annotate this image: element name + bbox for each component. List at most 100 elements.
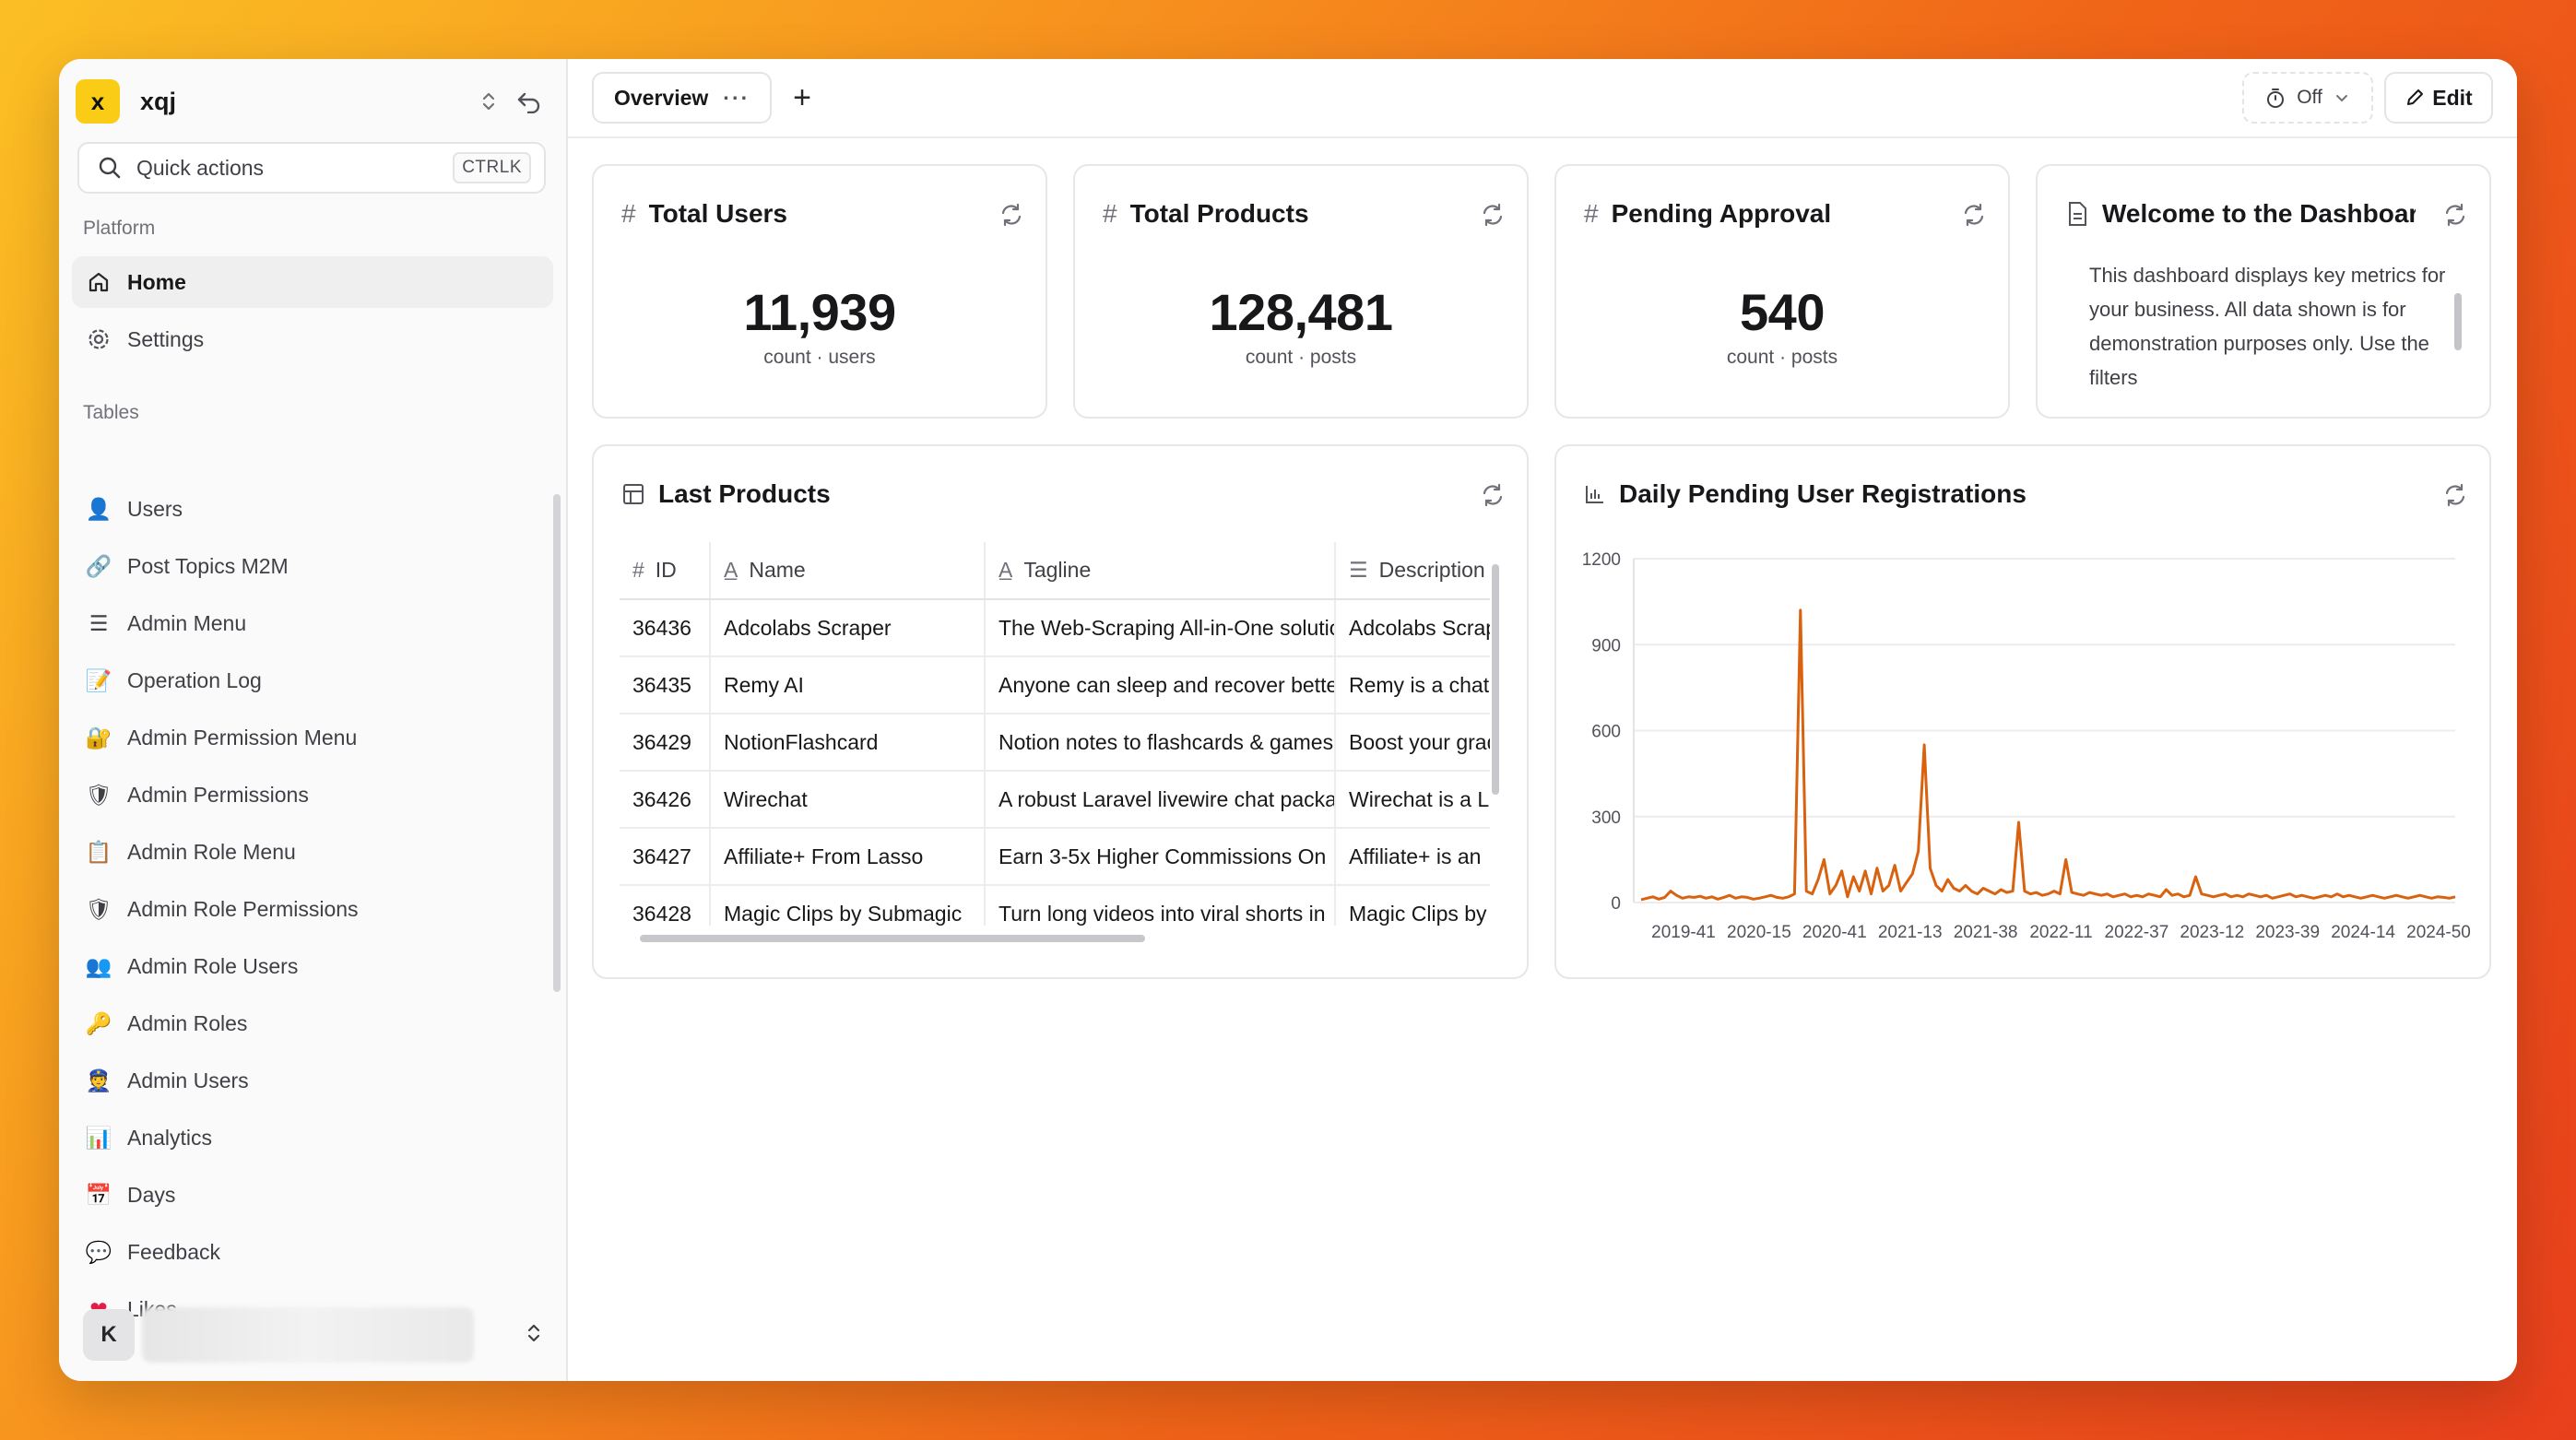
sidebar-item-home[interactable]: Home: [72, 256, 553, 308]
refresh-icon[interactable]: [1479, 201, 1507, 229]
chevrons-up-down-icon[interactable]: [468, 81, 509, 122]
table-row[interactable]: 36435 Remy AI Anyone can sleep and recover…: [620, 656, 1490, 714]
welcome-card: Welcome to the Dashboard This dashboard …: [2036, 164, 2491, 419]
table-vertical-scrollbar[interactable]: [1492, 564, 1499, 795]
sidebar-item-post-topics-m2m[interactable]: 🔗 Post Topics M2M: [72, 540, 553, 592]
refresh-icon[interactable]: [2441, 481, 2469, 509]
sidebar-item-admin-users[interactable]: 👮 Admin Users: [72, 1055, 553, 1106]
menu-icon: ☰: [89, 610, 109, 635]
tables-list[interactable]: 👤 Users 🔗 Post Topics M2M ☰ Admin Menu 📝…: [59, 485, 566, 1348]
y-tick-label: 1200: [1582, 550, 1621, 570]
sidebar-item-label: Admin Permissions: [127, 782, 309, 807]
metric-value: 540: [1740, 283, 1825, 341]
app-window: x xqj Quick actions CTRLK Platform Home: [59, 59, 2517, 1381]
metric-value: 11,939: [743, 283, 896, 341]
sidebar-item-label: Feedback: [127, 1239, 221, 1264]
refresh-icon[interactable]: [1960, 201, 1988, 229]
column-header-id[interactable]: # ID: [620, 542, 711, 600]
tables-section-label: Tables: [83, 402, 139, 423]
series-line: [1640, 608, 2456, 902]
cell-description: Magic Clips by: [1335, 885, 1490, 926]
card-title: # Total Users: [621, 199, 787, 229]
sidebar-item-label: Users: [127, 496, 183, 521]
x-tick-label: 2023-39: [2255, 923, 2320, 942]
x-tick-label: 2023-12: [2180, 923, 2244, 942]
add-tab-button[interactable]: +: [793, 79, 811, 115]
sidebar-item-admin-role-permissions[interactable]: 🛡 Admin Role Permissions: [72, 883, 553, 935]
sidebar-item-label: Admin Role Menu: [127, 839, 296, 864]
card-title: # Total Products: [1103, 199, 1309, 229]
shortcut-badge: CTRLK: [453, 152, 531, 183]
team-name: xqj: [140, 87, 177, 115]
quick-actions-search[interactable]: Quick actions CTRLK: [77, 142, 546, 194]
auto-refresh-select[interactable]: Off: [2242, 72, 2373, 124]
welcome-scrollbar[interactable]: [2454, 293, 2462, 350]
tab-label: Overview: [614, 85, 709, 110]
team-logo: x: [76, 79, 120, 124]
speech-bubble-icon: 💬: [85, 1239, 112, 1264]
sidebar-item-label: Settings: [127, 326, 205, 351]
timer-icon: [2267, 89, 2285, 108]
sidebar-item-label: Post Topics M2M: [127, 553, 289, 578]
card-title-text: Daily Pending User Registrations: [1619, 479, 2027, 508]
x-tick-label: 2020-41: [1802, 923, 1867, 942]
sidebar-item-users[interactable]: 👤 Users: [72, 483, 553, 535]
sidebar-item-days[interactable]: 📅 Days: [72, 1169, 553, 1221]
user-icon: 👤: [85, 496, 112, 521]
edit-button[interactable]: Edit: [2384, 72, 2493, 124]
table-row[interactable]: 36426 Wirechat A robust Laravel livewire c…: [620, 771, 1490, 829]
card-title-text: Welcome to the Dashboard: [2102, 199, 2416, 228]
column-header-tagline[interactable]: A̲ Tagline: [985, 542, 1336, 600]
table-row[interactable]: 36427 Affiliate+ From Lasso Earn 3-5x High…: [620, 828, 1490, 886]
main-content: Overview ··· + Off Edit # Total Users 11,…: [568, 59, 2517, 1381]
more-icon[interactable]: ···: [723, 85, 750, 110]
welcome-text: This dashboard displays key metrics for …: [2089, 264, 2446, 389]
column-header-description[interactable]: ☰ Description: [1335, 542, 1490, 600]
sidebar-item-settings[interactable]: Settings: [72, 313, 553, 365]
sidebar-item-admin-role-menu[interactable]: 📋 Admin Role Menu: [72, 826, 553, 878]
sidebar-item-admin-role-users[interactable]: 👥 Admin Role Users: [72, 940, 553, 992]
sidebar-item-admin-roles[interactable]: 🔑 Admin Roles: [72, 997, 553, 1049]
sidebar-scrollbar[interactable]: [553, 494, 561, 992]
memo-icon: 📝: [85, 667, 112, 692]
table-row[interactable]: 36429 NotionFlashcard Notion notes to flas…: [620, 714, 1490, 772]
registrations-line-chart[interactable]: 0 300 600 900 1200 2019-41 2020-15 2020-41 2021-…: [1556, 538, 2487, 972]
metric-subtitle: count · posts: [1245, 347, 1357, 368]
text-type-icon: A̲: [724, 558, 739, 582]
sidebar-item-admin-permissions[interactable]: 🛡 Admin Permissions: [72, 769, 553, 820]
cell-name: Wirechat: [710, 771, 986, 829]
products-table-viewport[interactable]: # ID A̲ Name A̲ Tagline ☰ Description 36436 A…: [620, 542, 1490, 926]
column-header-name[interactable]: A̲ Name: [710, 542, 986, 600]
sidebar-item-analytics[interactable]: 📊 Analytics: [72, 1112, 553, 1163]
tab-overview[interactable]: Overview ···: [592, 72, 773, 124]
metric-value: 128,481: [1209, 283, 1393, 341]
sidebar-item-admin-menu[interactable]: ☰ Admin Menu: [72, 597, 553, 649]
table-horizontal-scrollbar[interactable]: [640, 935, 1145, 942]
user-menu[interactable]: K: [83, 1305, 551, 1364]
undo-icon[interactable]: [509, 81, 549, 122]
hash-icon: #: [621, 199, 636, 228]
refresh-icon[interactable]: [998, 201, 1025, 229]
home-icon: [85, 268, 112, 296]
table-row[interactable]: 36428 Magic Clips by Submagic Turn long vi…: [620, 885, 1490, 926]
refresh-icon[interactable]: [2441, 201, 2469, 229]
table-row[interactable]: 36436 Adcolabs Scraper The Web-Scraping Al…: [620, 599, 1490, 657]
paragraph-icon: ☰: [1349, 558, 1368, 582]
cell-name: Remy AI: [710, 656, 986, 714]
pencil-icon: [2407, 89, 2424, 105]
last-products-card: Last Products # ID A̲ Name A̲ Tagline ☰ Desc…: [592, 444, 1529, 979]
x-tick-label: 2022-11: [2029, 923, 2092, 942]
sidebar-item-operation-log[interactable]: 📝 Operation Log: [72, 655, 553, 706]
metric-card-total-users: # Total Users 11,939 count · users: [592, 164, 1047, 419]
sidebar-item-feedback[interactable]: 💬 Feedback: [72, 1226, 553, 1278]
sidebar-item-admin-permission-menu[interactable]: 🔐 Admin Permission Menu: [72, 712, 553, 763]
team-switcher[interactable]: x xqj: [76, 77, 549, 125]
shield-icon: 🛡: [85, 896, 112, 921]
card-title: Welcome to the Dashboard: [2065, 199, 2416, 229]
cell-description: Boost your grades: [1335, 714, 1490, 772]
x-tick-label: 2019-41: [1651, 923, 1716, 942]
bar-chart-icon: 📊: [85, 1125, 112, 1150]
refresh-icon[interactable]: [1479, 481, 1507, 509]
sidebar-item-label: Days: [127, 1182, 176, 1207]
gear-icon: [85, 325, 112, 353]
